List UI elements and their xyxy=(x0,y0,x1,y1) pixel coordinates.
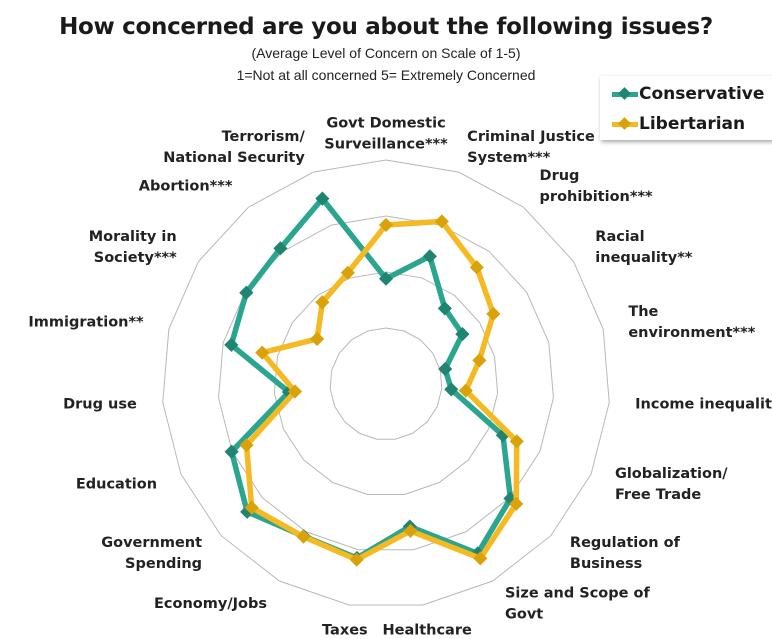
grid-ring xyxy=(329,327,443,440)
data-point-libertarian xyxy=(486,306,501,321)
axis-label-line: Immigration** xyxy=(28,315,144,331)
axis-label: Economy/Jobs xyxy=(154,596,267,612)
axis-label: Terrorism/National Security xyxy=(163,129,305,166)
data-point-libertarian xyxy=(315,295,330,310)
axis-label: Immigration** xyxy=(28,315,144,331)
axis-label-line: prohibition*** xyxy=(540,189,653,205)
data-point-conservative xyxy=(224,337,239,352)
axis-label: Abortion*** xyxy=(139,179,233,195)
data-point-libertarian xyxy=(310,331,325,347)
data-point-libertarian xyxy=(472,353,487,368)
data-point-libertarian xyxy=(239,438,254,453)
legend-swatch-conservative xyxy=(612,87,638,101)
data-point-libertarian xyxy=(403,523,418,538)
data-point-libertarian xyxy=(469,260,484,275)
series-line-libertarian xyxy=(243,218,520,563)
axis-label: Regulation of Business xyxy=(570,535,681,572)
axis-label-line: Education xyxy=(76,476,157,492)
axis-label: Racial inequality** xyxy=(595,229,693,266)
axis-label-line: Size and Scope of xyxy=(505,585,650,601)
axis-label-line: System*** xyxy=(467,150,551,166)
axis-label-line: The xyxy=(628,304,658,320)
legend: Conservative Libertarian xyxy=(600,76,772,140)
data-point-conservative xyxy=(444,382,459,397)
axis-label-line: environment*** xyxy=(628,325,755,341)
axis-label-line: Healthcare xyxy=(382,623,472,639)
data-point-conservative xyxy=(455,327,470,342)
axis-label-line: Govt Domestic xyxy=(326,116,445,132)
axis-label-line: Regulation of xyxy=(570,535,681,551)
axis-label-line: Racial xyxy=(595,229,644,245)
axis-label: Morality in Society*** xyxy=(89,229,177,266)
axis-label-line: Business xyxy=(570,556,642,572)
axis-label-line: Income inequality xyxy=(635,397,772,413)
chart-title: How concerned are you about the followin… xyxy=(59,14,713,40)
axis-label-line: Morality in xyxy=(89,229,177,245)
axis-label: Size and Scope of Govt xyxy=(505,585,650,622)
axis-label: Drug prohibition*** xyxy=(540,168,653,205)
legend-swatch-libertarian xyxy=(612,117,638,131)
data-point-libertarian xyxy=(296,529,311,544)
axis-label-line: Terrorism/ xyxy=(222,129,306,145)
data-point-conservative xyxy=(239,285,254,300)
axis-label-line: Drug use xyxy=(63,397,137,413)
axis-label-line: Drug xyxy=(540,168,580,184)
legend-item-conservative: Conservative xyxy=(612,84,764,104)
data-point-libertarian xyxy=(349,552,364,567)
axis-label-line: National Security xyxy=(163,150,305,166)
axis-label: Globalization/Free Trade xyxy=(615,466,728,503)
axis-label-line: Globalization/ xyxy=(615,466,728,482)
axis-label-line: Taxes xyxy=(322,623,368,639)
data-point-libertarian xyxy=(287,384,303,399)
axis-label: Education xyxy=(76,476,157,492)
data-point-libertarian xyxy=(458,383,473,398)
data-point-libertarian xyxy=(378,217,394,233)
axis-label-line: Criminal Justice xyxy=(467,129,595,145)
grid-ring xyxy=(162,159,610,606)
axis-label-line: Abortion*** xyxy=(139,179,233,195)
data-point-libertarian xyxy=(434,214,449,229)
axis-label: Criminal Justice System*** xyxy=(467,129,595,166)
axis-label: Government Spending xyxy=(101,535,202,572)
series-line-conservative xyxy=(228,195,514,561)
data-point-libertarian xyxy=(473,551,488,566)
data-point-conservative xyxy=(315,191,330,206)
legend-label: Conservative xyxy=(639,84,765,104)
axis-label-line: Free Trade xyxy=(615,487,701,503)
axis-label-line: Society*** xyxy=(94,250,177,266)
axis-label-line: Economy/Jobs xyxy=(154,596,267,612)
axis-label-line: Government xyxy=(101,535,202,551)
data-point-conservative xyxy=(224,444,239,459)
grid-ring xyxy=(273,271,499,495)
axis-label: Income inequality xyxy=(635,397,772,413)
chart-subtitle: (Average Level of Concern on Scale of 1-… xyxy=(251,45,521,61)
data-point-conservative xyxy=(273,241,288,256)
axis-label: Drug use xyxy=(63,397,137,413)
data-point-conservative xyxy=(438,361,453,377)
data-point-libertarian xyxy=(244,500,259,515)
data-point-libertarian xyxy=(340,265,355,280)
legend-label: Libertarian xyxy=(639,114,746,134)
axis-label-line: Govt xyxy=(505,606,543,622)
data-point-libertarian xyxy=(255,345,270,360)
axis-label-line: Spending xyxy=(125,556,202,572)
axis-label: Govt Domestic Surveillance*** xyxy=(324,116,448,153)
axis-label: Healthcare xyxy=(382,623,472,639)
data-point-conservative xyxy=(422,249,437,264)
axis-label: The environment*** xyxy=(628,304,755,341)
chart-scale-note: 1=Not at all concerned 5= Extremely Conc… xyxy=(236,67,536,83)
data-point-conservative xyxy=(437,301,452,316)
legend-item-libertarian: Libertarian xyxy=(612,114,745,134)
axis-label-line: Surveillance*** xyxy=(324,137,448,153)
axis-label: Taxes xyxy=(322,623,368,639)
data-point-conservative xyxy=(378,271,394,286)
axis-label-line: inequality** xyxy=(595,250,693,266)
